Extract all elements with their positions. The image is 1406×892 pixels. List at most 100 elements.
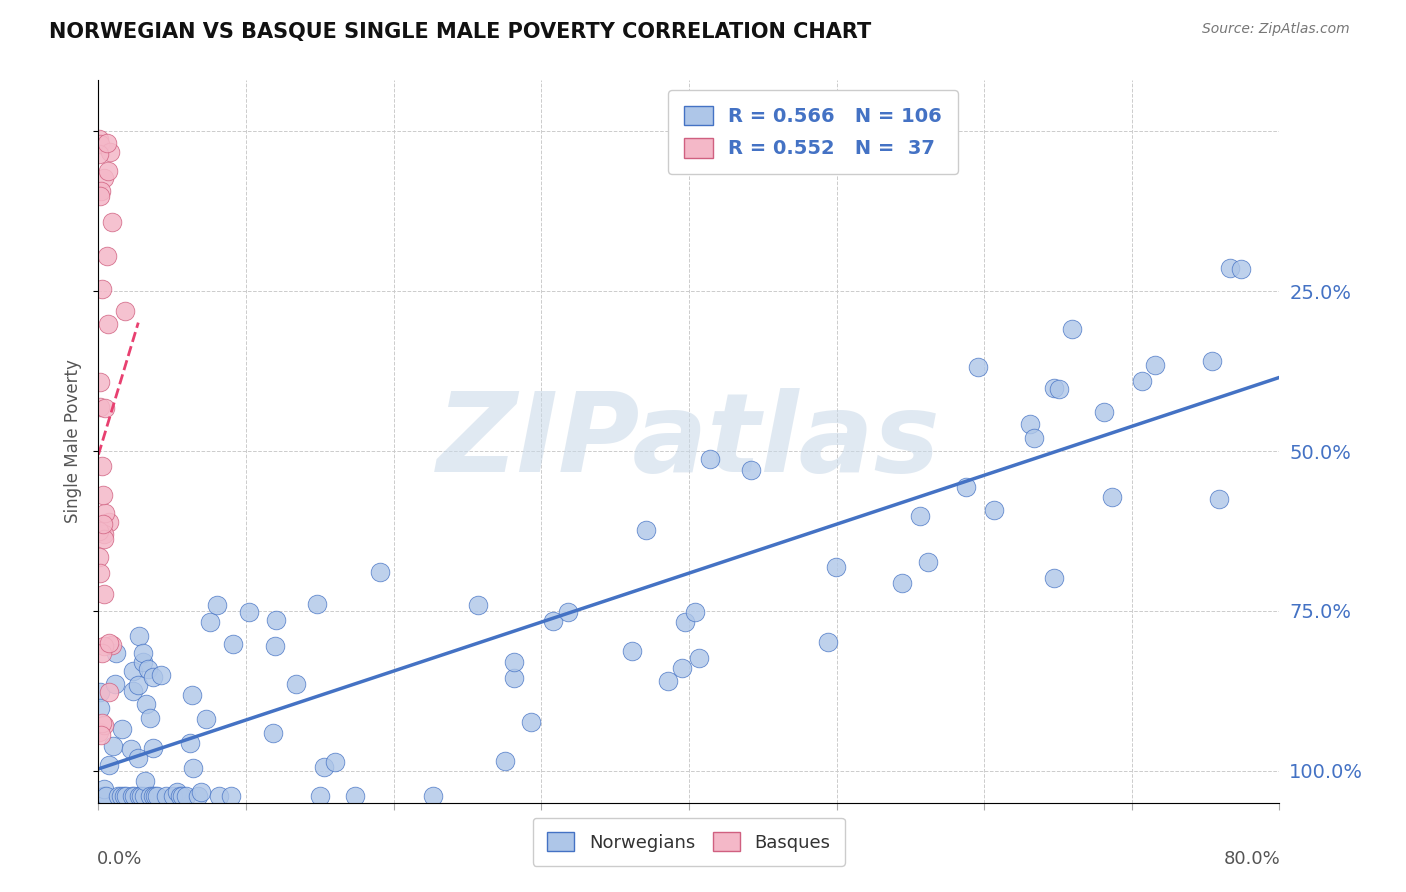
Point — [1143, 359, 1166, 373]
Point — [93, 789, 115, 804]
Point — [657, 674, 679, 689]
Point — [172, 789, 194, 804]
Point — [98, 636, 121, 650]
Point — [134, 773, 156, 788]
Point — [132, 646, 155, 660]
Point — [91, 488, 114, 502]
Point — [100, 215, 122, 229]
Point — [93, 532, 115, 546]
Point — [87, 131, 110, 145]
Point — [96, 249, 118, 263]
Point — [96, 136, 118, 151]
Point — [1022, 431, 1045, 445]
Point — [181, 688, 204, 702]
Point — [93, 789, 115, 804]
Y-axis label: Single Male Poverty: Single Male Poverty — [65, 359, 83, 524]
Point — [93, 718, 115, 732]
Point — [198, 615, 221, 629]
Point — [93, 170, 115, 185]
Point — [195, 712, 218, 726]
Point — [93, 781, 115, 796]
Point — [312, 760, 335, 774]
Point — [520, 714, 543, 729]
Point — [112, 789, 135, 804]
Point — [138, 789, 160, 804]
Point — [98, 758, 121, 772]
Point — [89, 701, 111, 715]
Legend: Norwegians, Basques: Norwegians, Basques — [533, 818, 845, 866]
Point — [422, 789, 444, 804]
Point — [127, 751, 149, 765]
Point — [146, 789, 169, 804]
Point — [89, 136, 111, 151]
Point — [1219, 260, 1241, 275]
Point — [115, 789, 138, 804]
Point — [114, 304, 136, 318]
Point — [128, 789, 150, 804]
Point — [179, 736, 201, 750]
Point — [541, 614, 564, 628]
Point — [983, 503, 1005, 517]
Point — [150, 667, 173, 681]
Point — [634, 524, 657, 538]
Point — [128, 629, 150, 643]
Point — [671, 661, 693, 675]
Point — [1101, 490, 1123, 504]
Point — [142, 741, 165, 756]
Point — [89, 684, 111, 698]
Point — [368, 566, 391, 580]
Point — [503, 656, 526, 670]
Point — [176, 789, 198, 804]
Point — [494, 754, 516, 768]
Point — [89, 189, 111, 203]
Point — [136, 662, 159, 676]
Point — [90, 646, 112, 660]
Point — [104, 677, 127, 691]
Point — [96, 317, 118, 331]
Text: Source: ZipAtlas.com: Source: ZipAtlas.com — [1202, 22, 1350, 37]
Point — [94, 789, 117, 804]
Point — [740, 463, 762, 477]
Point — [89, 400, 111, 414]
Point — [557, 605, 579, 619]
Point — [90, 458, 112, 473]
Point — [93, 401, 115, 415]
Point — [121, 684, 143, 698]
Point — [917, 555, 939, 569]
Point — [308, 789, 330, 804]
Point — [94, 506, 117, 520]
Point — [100, 638, 122, 652]
Point — [262, 725, 284, 739]
Point — [264, 639, 287, 653]
Point — [93, 527, 115, 541]
Point — [169, 789, 191, 804]
Point — [142, 789, 165, 804]
Point — [620, 643, 643, 657]
Point — [101, 739, 124, 753]
Point — [89, 566, 111, 581]
Point — [1043, 571, 1066, 585]
Point — [127, 678, 149, 692]
Point — [503, 671, 526, 685]
Point — [1201, 354, 1223, 368]
Text: 80.0%: 80.0% — [1223, 850, 1281, 868]
Point — [111, 722, 134, 736]
Point — [166, 785, 188, 799]
Point — [825, 560, 848, 574]
Point — [142, 670, 165, 684]
Point — [1047, 382, 1070, 396]
Point — [1019, 417, 1042, 432]
Point — [264, 613, 287, 627]
Point — [90, 282, 112, 296]
Point — [93, 639, 115, 653]
Point — [89, 375, 111, 389]
Point — [699, 451, 721, 466]
Point — [97, 685, 120, 699]
Point — [93, 587, 115, 601]
Point — [89, 549, 111, 564]
Point — [307, 597, 329, 611]
Point — [155, 789, 177, 804]
Point — [323, 755, 346, 769]
Point — [219, 789, 242, 804]
Point — [1062, 322, 1084, 336]
